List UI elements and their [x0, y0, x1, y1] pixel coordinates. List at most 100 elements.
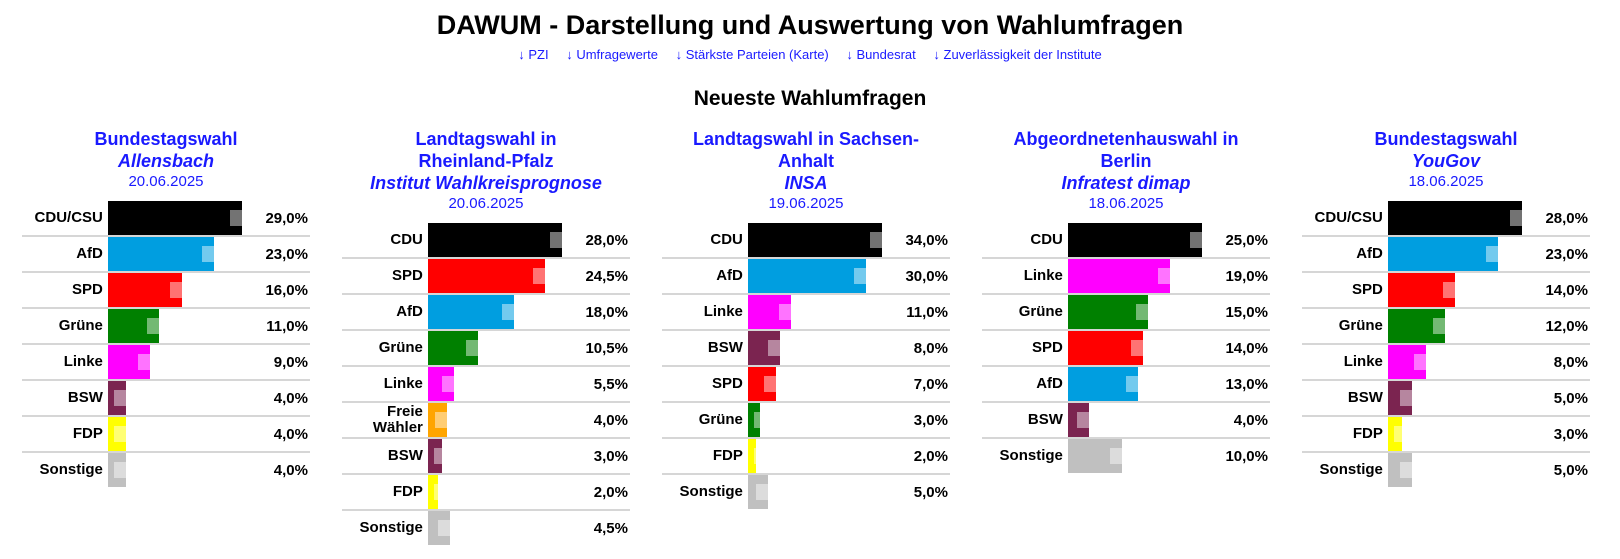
institute-name[interactable]: YouGov — [1411, 151, 1481, 171]
party-value: 5,0% — [889, 473, 950, 509]
party-label: BSW — [982, 401, 1068, 438]
party-row: Grüne 3,0% — [662, 401, 950, 438]
party-row: SPD 24,5% — [342, 257, 630, 294]
party-bar — [1387, 201, 1522, 235]
party-label: CDU/CSU — [1314, 209, 1383, 226]
institute-name[interactable]: Allensbach — [117, 151, 215, 171]
party-label: AfD — [1302, 235, 1388, 272]
bar-cell — [747, 223, 894, 258]
party-label: SPD — [22, 271, 108, 308]
party-row: BSW 5,0% — [1302, 379, 1590, 416]
party-row: BSW 3,0% — [342, 437, 630, 474]
party-bar — [1387, 453, 1412, 487]
bar-cell — [107, 343, 250, 380]
bar-cell — [747, 365, 890, 402]
party-label: SPD — [1302, 271, 1388, 308]
poll-table: CDU/CSU 29,0% AfD 23,0% SPD 16,0% Grüne 11,0% Li… — [22, 201, 310, 487]
party-row: CDU 28,0% — [342, 223, 630, 258]
party-bar — [747, 403, 760, 437]
previous-value-marker — [137, 354, 162, 370]
poll-table: CDU/CSU 28,0% AfD 23,0% SPD 14,0% Grüne 12,0% Li… — [1302, 201, 1590, 487]
poll-header[interactable]: Landtagswahl in Sachsen-Anhalt INSA 19.0… — [662, 128, 950, 213]
party-bar — [427, 295, 514, 329]
party-value: 29,0% — [265, 209, 308, 227]
election-title[interactable]: Bundestagswahl — [94, 129, 238, 149]
party-row: SPD 7,0% — [662, 365, 950, 402]
previous-value-marker — [146, 318, 171, 334]
party-row: SPD 14,0% — [982, 329, 1270, 366]
party-bar — [1387, 237, 1498, 271]
election-title[interactable]: Landtagswahl in Sachsen-Anhalt — [692, 129, 920, 171]
party-label: Sonstige — [342, 509, 428, 545]
party-bar — [427, 403, 447, 437]
party-label: Grüne — [982, 293, 1068, 330]
bar-cell — [427, 329, 570, 366]
party-bar — [427, 439, 442, 473]
party-label: Freie Wähler — [342, 401, 428, 438]
nav-link-staerkste-parteien[interactable]: ↓ Stärkste Parteien (Karte) — [675, 47, 829, 62]
party-bar — [747, 439, 756, 473]
poll-header[interactable]: Abgeordnetenhauswahl in Berlin Infratest… — [982, 128, 1270, 213]
previous-value-marker — [753, 448, 778, 464]
election-title[interactable]: Abgeordnetenhauswahl in Berlin — [1013, 129, 1239, 171]
nav-link-zuverlaessigkeit[interactable]: ↓ Zuverlässigkeit der Institute — [933, 47, 1102, 62]
bar-cell — [1067, 293, 1210, 330]
party-row: CDU/CSU 29,0% — [22, 201, 310, 236]
institute-name[interactable]: INSA — [784, 173, 828, 193]
bar-cell — [427, 365, 570, 402]
party-row: SPD 14,0% — [1302, 271, 1590, 308]
party-bar — [1067, 403, 1089, 437]
bar-cell — [1067, 401, 1210, 438]
party-label: Grüne — [662, 401, 748, 438]
poll-header[interactable]: Bundestagswahl YouGov 18.06.2025 — [1302, 128, 1590, 191]
party-label: BSW — [342, 437, 428, 474]
nav-link-umfragewerte[interactable]: ↓ Umfragewerte — [566, 47, 658, 62]
party-bar — [107, 309, 159, 343]
party-row: Linke 11,0% — [662, 293, 950, 330]
party-bar — [1067, 259, 1170, 293]
election-title[interactable]: Landtagswahl in Rheinland-Pfalz — [415, 129, 557, 171]
poll-header[interactable]: Landtagswahl in Rheinland-Pfalz Institut… — [342, 128, 630, 213]
bar-cell — [1067, 437, 1210, 473]
previous-value-marker — [437, 520, 462, 536]
party-bar — [427, 511, 450, 545]
bar-cell — [427, 293, 570, 330]
bar-cell — [427, 223, 574, 258]
party-value: 5,0% — [1529, 379, 1590, 416]
poll-date: 19.06.2025 — [768, 195, 844, 212]
election-title[interactable]: Bundestagswahl — [1374, 129, 1518, 149]
previous-value-marker — [767, 340, 792, 356]
party-row: BSW 4,0% — [22, 379, 310, 416]
party-label: Grüne — [22, 307, 108, 344]
party-row: Grüne 10,5% — [342, 329, 630, 366]
institute-name[interactable]: Infratest dimap — [1061, 173, 1191, 193]
previous-value-marker — [229, 210, 254, 226]
party-value: 4,0% — [249, 415, 310, 452]
previous-value-marker — [755, 484, 780, 500]
previous-value-marker — [549, 232, 574, 248]
previous-value-marker — [433, 484, 458, 500]
previous-value-marker — [169, 282, 194, 298]
institute-name[interactable]: Institut Wahlkreisprognose — [370, 173, 602, 193]
party-value: 3,0% — [889, 401, 950, 438]
party-label: Sonstige — [982, 437, 1068, 473]
bar-cell — [747, 401, 890, 438]
party-bar — [747, 331, 780, 365]
nav-link-pzi[interactable]: ↓ PZI — [518, 47, 549, 62]
poll-date: 18.06.2025 — [1408, 173, 1484, 190]
previous-value-marker — [763, 376, 788, 392]
party-label: Sonstige — [22, 451, 108, 487]
party-row: Sonstige 10,0% — [982, 437, 1270, 473]
bar-cell — [1387, 451, 1530, 487]
party-value: 10,5% — [569, 329, 630, 366]
party-label: AfD — [982, 365, 1068, 402]
poll-header[interactable]: Bundestagswahl Allensbach 20.06.2025 — [22, 128, 310, 191]
previous-value-marker — [433, 448, 458, 464]
bar-cell — [1387, 415, 1530, 452]
poll-panel: Bundestagswahl Allensbach 20.06.2025 CDU… — [22, 128, 310, 487]
site-title: DAWUM - Darstellung und Auswertung von W… — [436, 10, 1184, 40]
party-row: CDU/CSU 28,0% — [1302, 201, 1590, 236]
nav-link-bundesrat[interactable]: ↓ Bundesrat — [846, 47, 916, 62]
party-value: 8,0% — [889, 329, 950, 366]
previous-value-marker — [1076, 412, 1101, 428]
